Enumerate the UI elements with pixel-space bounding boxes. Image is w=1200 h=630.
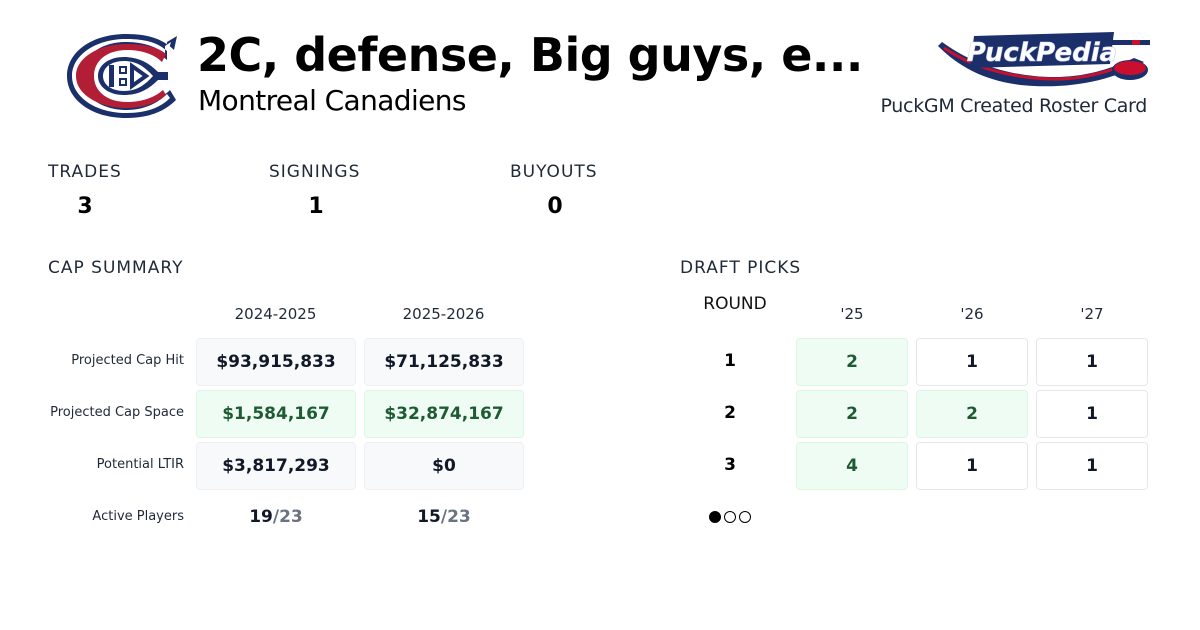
draft-cell: 2 — [916, 390, 1028, 438]
round-number: 3 — [724, 455, 736, 475]
roster-max: /23 — [440, 507, 471, 527]
buyouts-value: 0 — [547, 194, 563, 219]
page-dot-2[interactable] — [724, 511, 736, 523]
cap-column-header: 2025-2026 — [402, 305, 485, 323]
draft-cell: 1 — [1036, 442, 1148, 490]
cap-space-2025-cell: $32,874,167 — [364, 390, 524, 438]
page-dot-1[interactable] — [709, 511, 721, 523]
ltir-2024-cell: $3,817,293 — [196, 442, 356, 490]
draft-cell: 1 — [916, 338, 1028, 386]
trades-label: TRADES — [48, 162, 122, 182]
round-number: 1 — [724, 351, 736, 371]
page-dot-3[interactable] — [739, 511, 751, 523]
active-count: 19 — [249, 507, 273, 527]
row-label-potential-ltir: Potential LTIR — [96, 457, 184, 472]
active-players-2025: 15/23 — [364, 507, 524, 527]
active-players-2024: 19/23 — [196, 507, 356, 527]
trades-value: 3 — [77, 194, 93, 219]
draft-cell: 1 — [1036, 338, 1148, 386]
draft-cell: 1 — [1036, 390, 1148, 438]
row-label-projected-cap-space: Projected Cap Space — [50, 405, 184, 420]
signings-label: SIGNINGS — [269, 162, 361, 182]
draft-cell: 2 — [796, 390, 908, 438]
row-label-active-players: Active Players — [92, 509, 184, 524]
signings-value: 1 — [308, 194, 324, 219]
draft-year-header: '27 — [1080, 305, 1104, 323]
page-title: 2C, defense, Big guys, e... — [197, 28, 863, 82]
brand-caption: PuckGM Created Roster Card — [880, 95, 1147, 117]
roster-max: /23 — [272, 507, 303, 527]
team-logo — [64, 32, 180, 120]
team-name: Montreal Canadiens — [198, 84, 467, 117]
buyouts-label: BUYOUTS — [510, 162, 598, 182]
pagination-dots — [709, 511, 751, 523]
draft-year-header: '25 — [840, 305, 864, 323]
draft-picks-title: DRAFT PICKS — [680, 258, 802, 278]
round-number: 2 — [724, 403, 736, 423]
cap-hit-2025-cell: $71,125,833 — [364, 338, 524, 386]
ltir-2025-cell: $0 — [364, 442, 524, 490]
draft-cell: 4 — [796, 442, 908, 490]
draft-cell: 1 — [916, 442, 1028, 490]
draft-year-header: '26 — [960, 305, 984, 323]
cap-hit-2024-cell: $93,915,833 — [196, 338, 356, 386]
cap-space-2024-cell: $1,584,167 — [196, 390, 356, 438]
round-header: ROUND — [703, 294, 767, 314]
svg-text:PuckPedia: PuckPedia — [967, 38, 1117, 68]
draft-cell: 2 — [796, 338, 908, 386]
puckpedia-logo[interactable]: PuckPedia — [934, 28, 1152, 90]
row-label-projected-cap-hit: Projected Cap Hit — [71, 353, 184, 368]
cap-column-header: 2024-2025 — [234, 305, 317, 323]
active-count: 15 — [417, 507, 441, 527]
cap-summary-title: CAP SUMMARY — [48, 258, 184, 278]
